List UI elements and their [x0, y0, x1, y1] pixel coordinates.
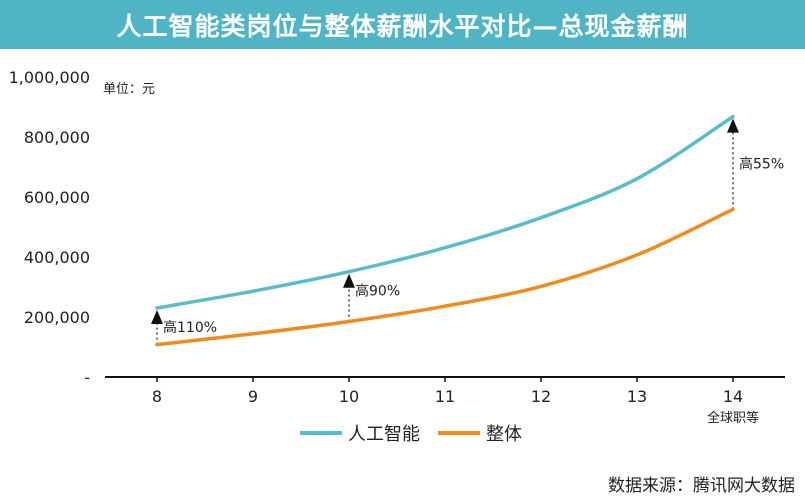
- x-tick-label: 9: [248, 387, 258, 406]
- y-tick-label: 400,000: [24, 248, 90, 267]
- legend: 人工智能 整体: [300, 420, 522, 446]
- x-tick-label: 11: [435, 387, 455, 406]
- y-tick-label: 600,000: [24, 188, 90, 207]
- chart-title: 人工智能类岗位与整体薪酬水平对比—总现金薪酬: [0, 0, 805, 49]
- legend-item-ai: 人工智能: [300, 420, 420, 446]
- x-tick-label: 14: [723, 387, 743, 406]
- x-tick-label: 13: [627, 387, 647, 406]
- series-line-overall: [155, 207, 735, 347]
- legend-label-ai: 人工智能: [348, 424, 420, 445]
- annotation-arrow-head: [727, 118, 739, 133]
- y-tick-label: 800,000: [24, 128, 90, 147]
- legend-swatch-ai: [300, 431, 342, 435]
- annotation-label: 高110%: [163, 319, 217, 336]
- legend-swatch-overall: [438, 431, 480, 435]
- y-tick-label: 1,000,000: [9, 68, 90, 87]
- data-source: 数据来源：腾讯网大数据: [608, 476, 795, 496]
- y-tick-label: 200,000: [24, 308, 90, 327]
- annotation-arrow-head: [151, 310, 163, 324]
- legend-label-overall: 整体: [486, 424, 522, 445]
- x-axis-title: 全球职等: [707, 410, 759, 426]
- annotation-label: 高55%: [739, 156, 784, 173]
- x-tick-label: 10: [339, 387, 359, 406]
- x-tick-label: 8: [152, 387, 162, 406]
- x-tick-label: 12: [531, 387, 551, 406]
- legend-item-overall: 整体: [438, 420, 522, 446]
- y-tick-label: -: [84, 368, 90, 387]
- unit-label: 单位：元: [103, 82, 155, 97]
- annotation-arrow-head: [343, 273, 355, 288]
- series-line-ai: [155, 114, 735, 310]
- annotation-label: 高90%: [355, 283, 400, 300]
